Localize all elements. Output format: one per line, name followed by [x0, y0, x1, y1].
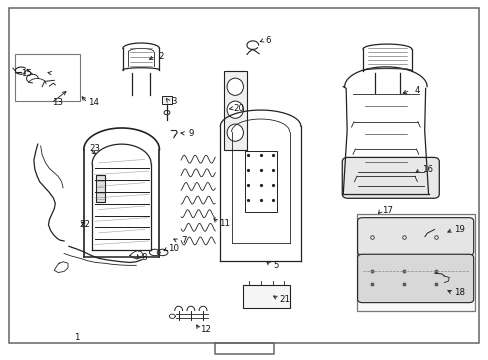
Text: 10: 10	[168, 244, 179, 253]
FancyBboxPatch shape	[357, 218, 473, 255]
Bar	[96, 175, 105, 202]
Text: 7: 7	[181, 237, 186, 246]
Bar	[161, 96, 172, 104]
Ellipse shape	[226, 78, 243, 95]
Text: 19: 19	[453, 225, 464, 234]
FancyBboxPatch shape	[357, 254, 473, 303]
Text: 3: 3	[171, 96, 176, 105]
Text: 12: 12	[200, 325, 210, 334]
Text: 11: 11	[219, 219, 230, 228]
Text: 22: 22	[80, 220, 90, 229]
Text: 5: 5	[273, 261, 278, 270]
Text: 20: 20	[233, 104, 244, 113]
Text: 8: 8	[142, 253, 147, 262]
Bar	[15, 54, 80, 101]
Ellipse shape	[226, 124, 243, 141]
Text: 23: 23	[90, 144, 101, 153]
Text: 21: 21	[279, 294, 290, 303]
Text: 15: 15	[20, 69, 32, 78]
Bar	[244, 151, 276, 212]
Text: 14: 14	[88, 98, 99, 107]
Text: 18: 18	[453, 288, 464, 297]
Text: 17: 17	[381, 206, 392, 215]
Ellipse shape	[226, 101, 243, 118]
Text: 16: 16	[421, 165, 432, 174]
Text: 4: 4	[414, 86, 420, 95]
Text: 6: 6	[264, 36, 270, 45]
Bar	[243, 285, 289, 308]
Text: 2: 2	[159, 52, 164, 61]
FancyBboxPatch shape	[342, 157, 438, 198]
Bar	[223, 71, 246, 149]
Text: 13: 13	[52, 98, 63, 107]
Text: 9: 9	[188, 129, 193, 138]
Text: 1: 1	[73, 333, 79, 342]
Bar	[356, 214, 474, 311]
